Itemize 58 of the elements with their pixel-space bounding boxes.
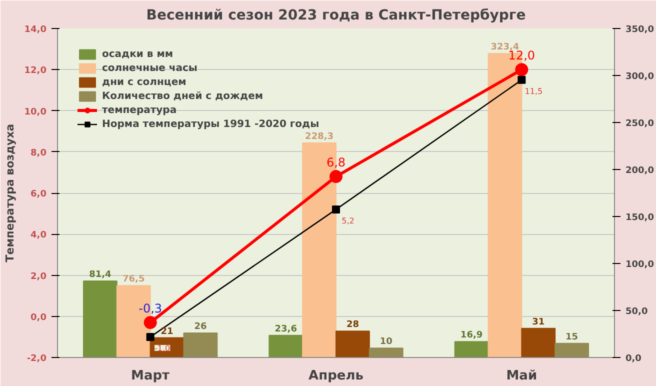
data-label: 15 bbox=[566, 332, 578, 342]
y2-tick-label: 50,0 bbox=[626, 307, 648, 317]
bar bbox=[454, 341, 489, 358]
data-label: 5,2 bbox=[342, 216, 354, 226]
point bbox=[144, 316, 157, 330]
y-tick-label: -2,0 bbox=[26, 354, 47, 364]
point bbox=[330, 170, 342, 184]
data-label: 28 bbox=[346, 320, 359, 330]
data-label: 11,5 bbox=[524, 86, 543, 96]
y-tick-label: 2,0 bbox=[30, 272, 47, 282]
data-label: 6,8 bbox=[326, 156, 346, 170]
y2-tick-label: 200,0 bbox=[626, 166, 654, 176]
y-tick-label: 8,0 bbox=[30, 148, 47, 158]
y-tick-label: 4,0 bbox=[30, 230, 47, 241]
point bbox=[515, 63, 528, 76]
x-tick-label: Май bbox=[506, 368, 538, 384]
point bbox=[146, 332, 154, 341]
bar bbox=[336, 330, 370, 358]
chart-title: Весенний сезон 2023 года в Санкт-Петербурге bbox=[146, 8, 526, 24]
y2-tick-label: 300,0 bbox=[626, 72, 654, 82]
legend-label: солнечные часы bbox=[102, 62, 198, 74]
bar bbox=[268, 334, 304, 358]
bar bbox=[554, 342, 590, 358]
bar bbox=[521, 328, 556, 358]
y2-tick-label: 150,0 bbox=[626, 213, 654, 223]
data-label: 228,3 bbox=[305, 132, 334, 142]
y-tick-label: 6,0 bbox=[30, 190, 47, 200]
y2-tick-label: 350,0 bbox=[626, 25, 654, 35]
legend-label: осадки в мм bbox=[102, 48, 174, 60]
data-label: 26 bbox=[194, 322, 207, 332]
data-label: 81,4 bbox=[89, 270, 112, 280]
legend-label: Количество дней с дождем bbox=[102, 90, 264, 102]
point bbox=[332, 205, 340, 214]
y-tick-label: 12,0 bbox=[24, 66, 47, 76]
legend-label: Норма температуры 1991 -2020 годы bbox=[102, 118, 320, 130]
x-tick-label: Апрель bbox=[308, 368, 364, 384]
legend-label: дни с солнцем bbox=[102, 76, 186, 88]
y-tick-label: 14,0 bbox=[24, 25, 47, 35]
x-tick-label: Март bbox=[131, 368, 170, 384]
y-tick-label: 0,0 bbox=[30, 312, 47, 323]
legend-label: температура bbox=[102, 104, 177, 116]
y-tick-label: 10,0 bbox=[24, 107, 47, 118]
data-label: 10 bbox=[380, 337, 392, 348]
data-label: -1,0 bbox=[154, 344, 170, 353]
data-label: -0,3 bbox=[138, 302, 162, 316]
y2-tick-label: 0,0 bbox=[626, 354, 642, 364]
bar bbox=[183, 332, 218, 358]
data-label: 76,5 bbox=[122, 274, 145, 285]
data-label: 23,6 bbox=[274, 324, 297, 334]
y2-tick-label: 100,0 bbox=[626, 260, 654, 270]
y2-tick-label: 250,0 bbox=[626, 119, 654, 129]
point bbox=[518, 76, 526, 84]
data-label: 16,9 bbox=[460, 330, 483, 341]
bar bbox=[368, 348, 404, 358]
bar bbox=[82, 280, 118, 358]
data-label: 31 bbox=[532, 317, 545, 328]
y-axis-title: Температура воздуха bbox=[3, 124, 16, 262]
data-label: 21 bbox=[160, 326, 174, 337]
